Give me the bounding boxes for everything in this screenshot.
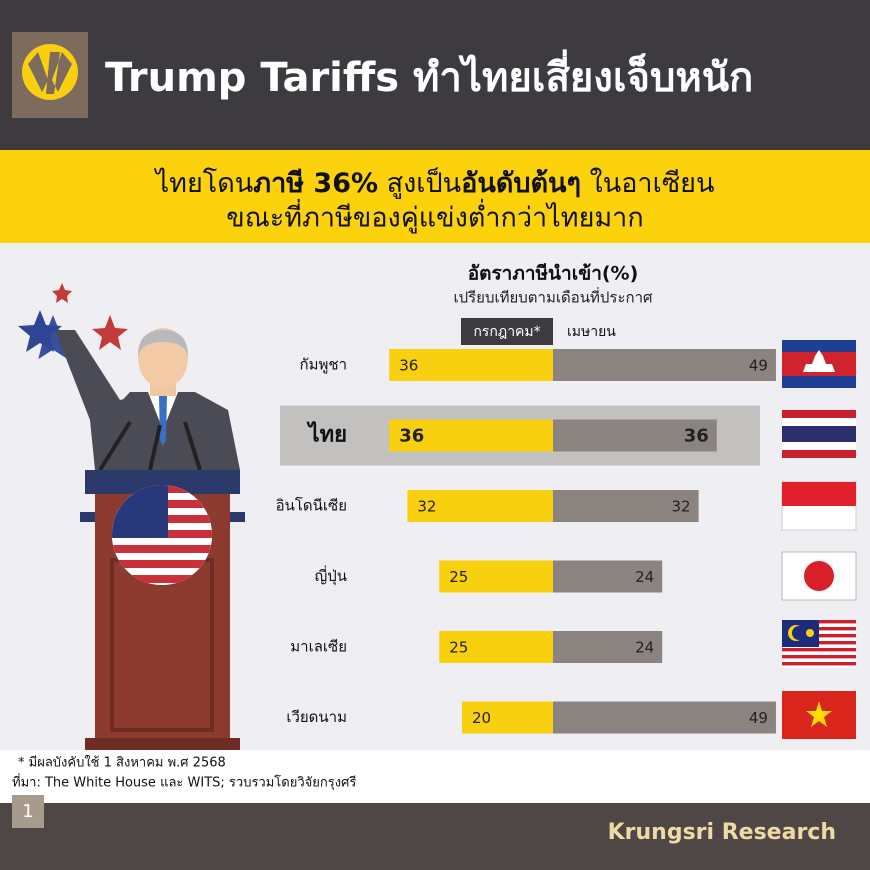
logo [22,44,78,100]
category-label: เวียดนาม [286,708,347,726]
value-label: 20 [472,709,491,727]
value-label: 32 [417,498,436,516]
bar [553,631,663,663]
value-label: 32 [672,498,691,516]
legend-label: เมษายน [567,324,616,340]
brand: Krungsri Research [608,820,836,845]
footnote: * มีผลบังคับใช้ 1 สิงหาคม พ.ศ 2568 [18,755,226,771]
page-number: 1 [22,801,33,822]
bar [553,349,776,381]
category-label: ไทย [307,421,347,448]
illustration [18,283,245,750]
bar [462,701,553,734]
bar [553,560,663,593]
bar [553,701,776,734]
source-note: ที่มา: The White House และ WITS; รวบรวมโ… [12,774,356,791]
value-label: 36 [399,357,418,375]
flag-indonesia [781,481,857,531]
chart-subtitle: เปรียบเทียบตามเดือนที่ประกาศ [453,287,653,307]
bar [389,419,553,452]
chart-title: อัตราภาษีนำเข้า(%) [468,263,639,285]
bar [407,490,553,522]
headline-segment: ไทยโดน [154,168,254,199]
page-number-box [12,795,44,828]
legend-label: กรกฎาคม* [473,324,540,340]
value-label: 49 [749,709,768,727]
headline-band [0,150,870,243]
value-label: 25 [449,568,468,586]
headline-segment: สูงเป็น [378,165,461,199]
flag-vietnam [782,691,856,739]
header-title: Trump Tariffs ทำไทยเสี่ยงเจ็บหนัก [105,49,753,101]
value-label: 25 [449,639,468,657]
flag-japan [781,551,857,601]
header-band [0,0,870,150]
bar [553,419,717,452]
bar [439,560,553,593]
value-label: 49 [749,357,768,375]
headline-segment: อันดับต้นๆ [461,168,581,199]
flag-malaysia [782,620,856,668]
value-label: 24 [635,639,654,657]
category-label: อินโดนีเซีย [276,497,347,515]
flag-thailand [782,410,856,458]
category-label: ญี่ปุ่น [314,565,347,586]
value-label: 36 [399,426,424,447]
chart: อัตราภาษีนำเข้า(%) เปรียบเทียบตามเดือนที… [276,263,776,734]
category-label: กัมพูชา [300,356,347,374]
footer-band [0,803,870,870]
flag-cambodia [782,340,856,388]
legend-box [461,318,553,345]
bar [389,349,553,381]
headline-segment: ในอาเซียน [581,167,714,199]
headline-line: ไทยโดนภาษี 36% สูงเป็นอันดับต้นๆ ในอาเซี… [154,165,715,199]
bar [439,631,553,663]
bar [553,490,699,522]
value-label: 36 [684,426,709,447]
headline-line: ขณะที่ภาษีของคู่แข่งต่ำกว่าไทยมาก [226,199,643,234]
headline-segment: ภาษี 36% [253,168,378,199]
value-label: 24 [635,568,654,586]
category-label: มาเลเซีย [290,638,347,656]
